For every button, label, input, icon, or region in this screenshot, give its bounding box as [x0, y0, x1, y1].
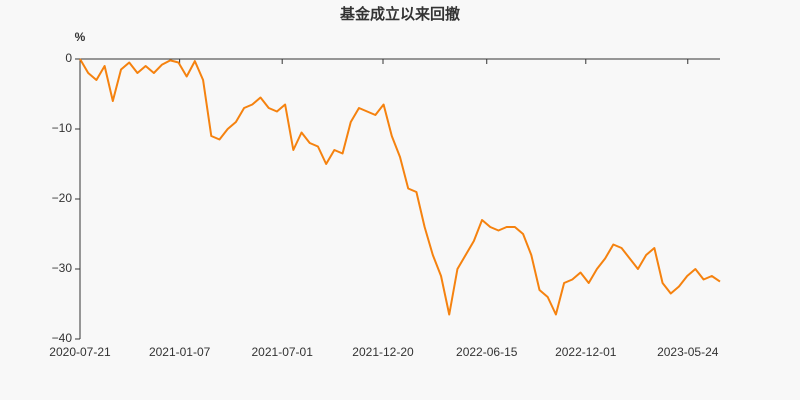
data-line — [79, 58, 721, 316]
y-tick-label: −40 — [52, 331, 73, 345]
chart-title: 基金成立以来回撤 — [339, 5, 460, 23]
x-tick-label: 2023-05-24 — [657, 345, 719, 359]
x-tick-label: 2022-06-15 — [456, 345, 518, 359]
x-tick-label: 2020-07-21 — [49, 345, 111, 359]
y-tick-label: −10 — [52, 121, 73, 135]
y-unit: % — [75, 30, 86, 44]
y-tick-label: 0 — [65, 51, 72, 65]
x-tick-label: 2021-12-20 — [352, 345, 414, 359]
y-tick-label: −20 — [52, 191, 73, 205]
x-tick-label: 2021-07-01 — [252, 345, 314, 359]
x-tick-label: 2022-12-01 — [555, 345, 617, 359]
y-tick-label: −30 — [52, 261, 73, 275]
x-tick-label: 2021-01-07 — [149, 345, 211, 359]
